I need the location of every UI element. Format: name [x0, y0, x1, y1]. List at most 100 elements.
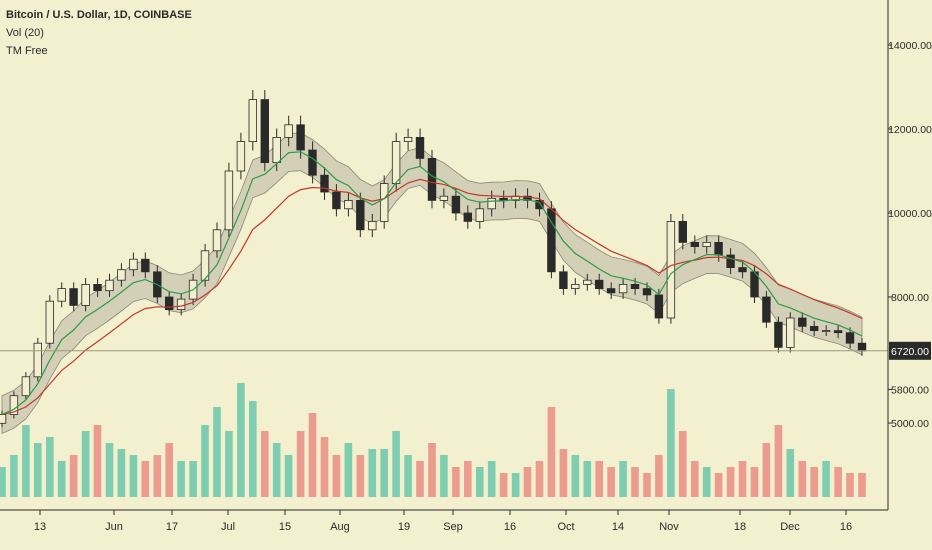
- candle-body: [368, 220, 377, 231]
- candle-body: [33, 342, 42, 378]
- volume-bar: [141, 461, 150, 497]
- candle-body: [344, 199, 353, 210]
- volume-bar: [404, 455, 412, 497]
- volume-bar: [117, 449, 126, 497]
- time-axis-label: 14: [612, 521, 624, 533]
- volume-bar: [535, 461, 544, 497]
- candle-body: [451, 195, 461, 214]
- candle-body: [559, 271, 568, 289]
- candle-body: [236, 141, 246, 172]
- time-axis-label: Jun: [105, 521, 123, 533]
- candle-body: [332, 191, 341, 210]
- candle-body: [212, 229, 222, 252]
- time-axis-label: Jul: [221, 521, 235, 533]
- volume-bar: [332, 455, 341, 497]
- candle-body: [45, 300, 54, 344]
- price-axis-label: 8000.00: [891, 292, 929, 304]
- time-axis-label: Sep: [443, 521, 463, 533]
- candle-body: [260, 99, 269, 163]
- volume-bar: [165, 443, 173, 497]
- candle-body: [320, 174, 329, 193]
- candle-body: [224, 170, 234, 231]
- volume-bar: [702, 467, 711, 497]
- candle-body: [475, 208, 484, 222]
- candle-body: [857, 342, 867, 352]
- volume-bar: [643, 473, 651, 497]
- candle-body: [535, 199, 544, 210]
- volume-bar: [691, 461, 699, 497]
- symbol-title[interactable]: Bitcoin / U.S. Dollar, 1D, COINBASE: [6, 9, 192, 21]
- volume-bar: [583, 461, 592, 497]
- candle-body: [726, 254, 735, 269]
- candle-body: [21, 376, 31, 397]
- candle-body: [762, 296, 771, 323]
- time-axis-label: Nov: [659, 521, 679, 533]
- volume-bar: [201, 425, 209, 497]
- volume-bar: [296, 431, 305, 497]
- candle-body: [630, 283, 640, 289]
- candle-body: [786, 317, 795, 348]
- time-axis-label: Dec: [780, 521, 800, 533]
- volume-bar: [607, 467, 615, 497]
- volume-bar: [846, 473, 854, 497]
- candle-body: [379, 183, 389, 222]
- time-axis-label: 16: [840, 521, 852, 533]
- candle-body: [9, 395, 19, 416]
- volume-bar: [726, 467, 735, 497]
- volume-bar: [619, 461, 627, 497]
- candle-body: [176, 298, 186, 311]
- candle-body: [523, 195, 532, 201]
- candle-body: [57, 288, 66, 302]
- candle-body: [487, 197, 496, 210]
- volume-bar: [822, 461, 830, 497]
- volume-bar: [213, 407, 221, 497]
- candle-body: [845, 332, 855, 344]
- volume-bar: [81, 431, 90, 497]
- price-axis-label: 12000.00: [888, 124, 932, 136]
- volume-bar: [798, 461, 807, 497]
- volume-bar: [595, 461, 603, 497]
- volume-bar: [786, 449, 795, 497]
- volume-bar: [655, 455, 663, 497]
- candle-body: [69, 288, 78, 306]
- candle-body: [141, 258, 150, 273]
- volume-bar: [284, 455, 293, 497]
- volume-bar: [237, 383, 245, 497]
- volume-bar: [34, 443, 42, 497]
- time-axis-label: 17: [166, 521, 178, 533]
- volume-bar: [714, 473, 723, 497]
- price-axis-label: 5800.00: [891, 384, 929, 396]
- volume-bar: [320, 437, 329, 497]
- time-axis-label: 18: [734, 521, 746, 533]
- ema-slow-line: [1, 178, 863, 416]
- last-price-tag: [889, 341, 931, 360]
- volume-bar: [392, 431, 400, 497]
- candle-body: [93, 283, 102, 292]
- volume-bar: [810, 467, 818, 497]
- candle-body: [714, 241, 723, 256]
- tm-indicator-label[interactable]: TM Free: [6, 45, 48, 57]
- candle-body: [666, 220, 676, 319]
- volume-bar: [177, 461, 185, 497]
- ema-fast-line: [1, 151, 863, 416]
- volume-bar: [10, 455, 18, 497]
- volume-bar: [559, 449, 568, 497]
- volume-bar: [762, 443, 771, 497]
- volume-bar: [93, 425, 102, 497]
- candle-body: [810, 325, 819, 331]
- candle-body: [296, 124, 305, 151]
- volume-bar: [464, 461, 472, 497]
- volume-indicator-label[interactable]: Vol (20): [6, 27, 44, 39]
- candle-body: [272, 136, 281, 163]
- volume-bar: [105, 443, 114, 497]
- candle-body: [702, 241, 711, 247]
- candle-body: [821, 330, 831, 333]
- time-axis-label: 15: [279, 521, 291, 533]
- volume-bar: [356, 455, 365, 497]
- volume-bar: [129, 455, 138, 497]
- volume-bar: [46, 437, 54, 497]
- volume-bar: [440, 455, 448, 497]
- volume-bar: [834, 467, 842, 497]
